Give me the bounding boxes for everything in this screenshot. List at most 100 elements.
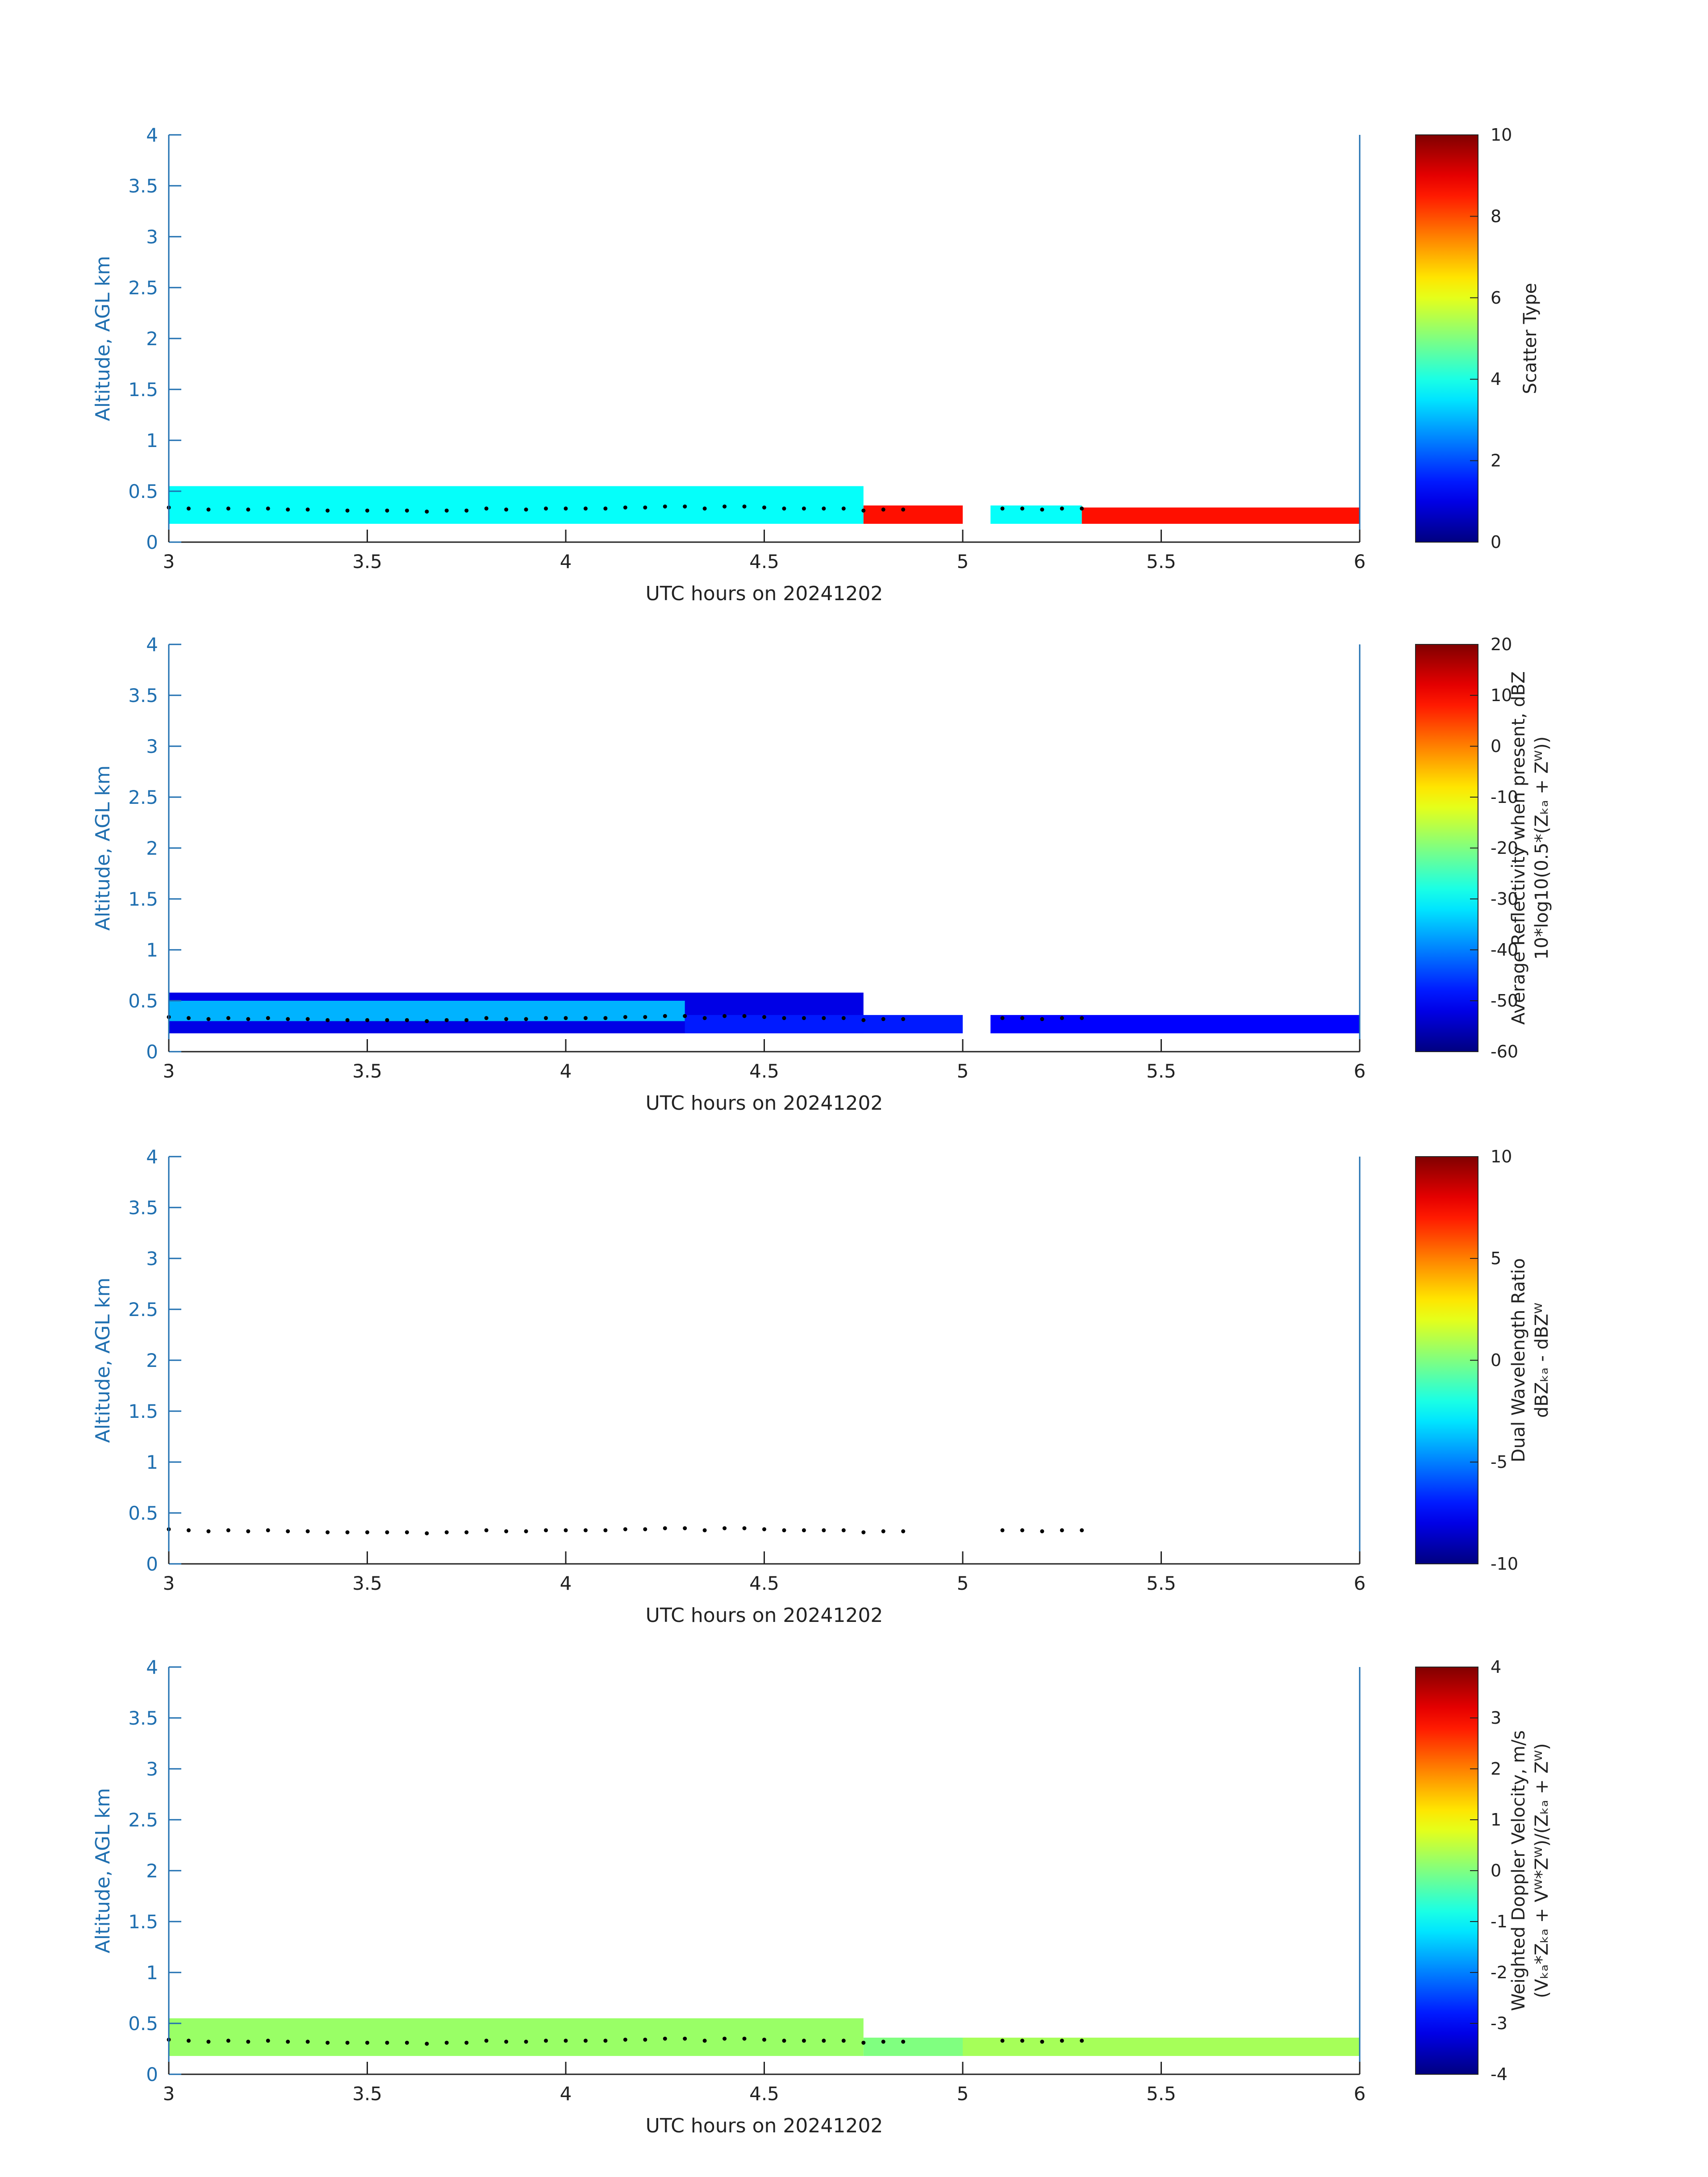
- melting-dot: [266, 1016, 270, 1020]
- melting-dot: [365, 1018, 369, 1022]
- melting-dot: [544, 1016, 548, 1020]
- x-tick-label: 3: [163, 551, 175, 572]
- melting-dot: [246, 1529, 251, 1534]
- colorbar-label: 10*log10(0.5*(Zₖₐ + Zᵂ)): [1532, 736, 1552, 960]
- melting-dot: [583, 506, 588, 511]
- y-tick-label: 2: [146, 1860, 158, 1882]
- colorbar-gradient: [1415, 644, 1478, 1052]
- y-tick-label: 3: [146, 1248, 158, 1270]
- y-tick-label: 0: [146, 1553, 158, 1575]
- x-tick-label: 6: [1354, 551, 1366, 572]
- y-tick-label: 0.5: [128, 1502, 158, 1524]
- melting-dot: [286, 2039, 290, 2044]
- melting-dot: [544, 1528, 548, 1533]
- melting-dot: [305, 1529, 310, 1534]
- melting-dot: [405, 508, 409, 513]
- melting-dot: [544, 506, 548, 511]
- colorbar-tick-label: 4: [1491, 369, 1501, 389]
- y-tick-label: 0: [146, 531, 158, 553]
- melting-dot: [444, 508, 449, 513]
- y-tick-label: 4: [146, 1146, 158, 1168]
- colorbar-tick-label: 1: [1491, 1810, 1501, 1830]
- colorbar-tick-label: -30: [1491, 889, 1518, 909]
- y-tick-label: 1: [146, 939, 158, 961]
- y-tick-label: 4: [146, 1656, 158, 1678]
- colorbar-tick-label: -10: [1491, 1554, 1518, 1574]
- colorbar-gradient: [1415, 1667, 1478, 2075]
- colorbar-label: dBZₖₐ - dBZᵂ: [1532, 1303, 1552, 1418]
- melting-dot: [583, 1528, 588, 1533]
- melting-dot: [326, 2040, 330, 2045]
- melting-dot: [623, 1015, 627, 1019]
- colorbar-tick-label: 5: [1491, 1249, 1501, 1268]
- melting-dot: [861, 1530, 866, 1534]
- y-axis-label: Altitude, AGL km: [92, 1788, 114, 1953]
- x-tick-label: 4.5: [749, 1060, 779, 1082]
- colorbar-tick-label: 10: [1491, 1147, 1512, 1166]
- melting-dot: [226, 1528, 230, 1533]
- y-tick-label: 1.5: [128, 888, 158, 910]
- melting-dot: [345, 2040, 350, 2045]
- melting-dot: [206, 507, 211, 512]
- melting-dot: [484, 1016, 489, 1020]
- colorbar-tick-label: 0: [1491, 736, 1501, 756]
- y-tick-label: 1: [146, 430, 158, 451]
- melting-dot: [1080, 2039, 1084, 2043]
- melting-dot: [425, 2042, 429, 2046]
- melting-dot: [683, 1526, 687, 1530]
- x-tick-label: 6: [1354, 2083, 1366, 2105]
- x-tick-label: 5: [957, 2083, 969, 2105]
- melting-dot: [643, 2037, 647, 2042]
- colorbar-tick-label: 10: [1491, 125, 1512, 145]
- melting-dot: [1060, 2039, 1064, 2043]
- melting-dot: [1080, 1528, 1084, 1533]
- y-tick-label: 1: [146, 1962, 158, 1984]
- melting-dot: [683, 1014, 687, 1018]
- melting-dot: [742, 2036, 747, 2041]
- melting-dot: [1000, 1016, 1005, 1020]
- melting-dot: [742, 1526, 747, 1530]
- x-tick-label: 4.5: [749, 1572, 779, 1594]
- melting-dot: [564, 506, 568, 511]
- y-tick-label: 1: [146, 1451, 158, 1473]
- melting-dot: [326, 508, 330, 513]
- melting-dot: [206, 2039, 211, 2044]
- melting-dot: [782, 506, 786, 511]
- melting-dot: [702, 1016, 707, 1020]
- melting-dot: [762, 505, 766, 510]
- melting-dot: [365, 1530, 369, 1534]
- melting-dot: [841, 1528, 846, 1533]
- melting-dot: [524, 1017, 528, 1021]
- y-tick-label: 3.5: [128, 1197, 158, 1219]
- melting-dot: [326, 1018, 330, 1022]
- melting-dot: [1040, 2039, 1044, 2044]
- melting-dot: [1000, 506, 1005, 511]
- melting-dot: [1060, 1016, 1064, 1020]
- melting-dot: [583, 2039, 588, 2043]
- melting-dot: [524, 1529, 528, 1534]
- colorbar-tick-label: 4: [1491, 1657, 1501, 1677]
- melting-dot: [782, 2039, 786, 2043]
- melting-dot: [1020, 1016, 1024, 1020]
- melting-dot: [564, 1016, 568, 1020]
- melting-dot: [266, 2039, 270, 2043]
- panel-average-reflectivity: 0 0.5 1 1.5 2 2.5 3 3.5 4 3 3.5 4 4.5 5 5.5 6 UTC hours …: [92, 634, 1552, 1115]
- colorbar-tick-label: 6: [1491, 288, 1501, 308]
- melting-dot: [524, 507, 528, 512]
- melting-dot: [345, 508, 350, 513]
- melting-dot: [603, 506, 608, 511]
- melting-dot: [841, 1016, 846, 1020]
- melting-dot: [841, 506, 846, 511]
- x-tick-label: 5: [957, 551, 969, 572]
- y-axis-label: Altitude, AGL km: [92, 765, 114, 931]
- melting-dot: [385, 508, 389, 513]
- colorbar-label: Dual Wavelength Ratio: [1508, 1258, 1529, 1462]
- melting-dot: [683, 504, 687, 509]
- melting-dot: [226, 2039, 230, 2043]
- melting-dot: [365, 2040, 369, 2045]
- colorbar-gradient: [1415, 134, 1478, 543]
- data-layer-0: [169, 2018, 864, 2056]
- colorbar-tick-label: 10: [1491, 685, 1512, 705]
- melting-dot: [822, 1528, 826, 1533]
- colorbar-tick-label: -4: [1491, 2064, 1508, 2084]
